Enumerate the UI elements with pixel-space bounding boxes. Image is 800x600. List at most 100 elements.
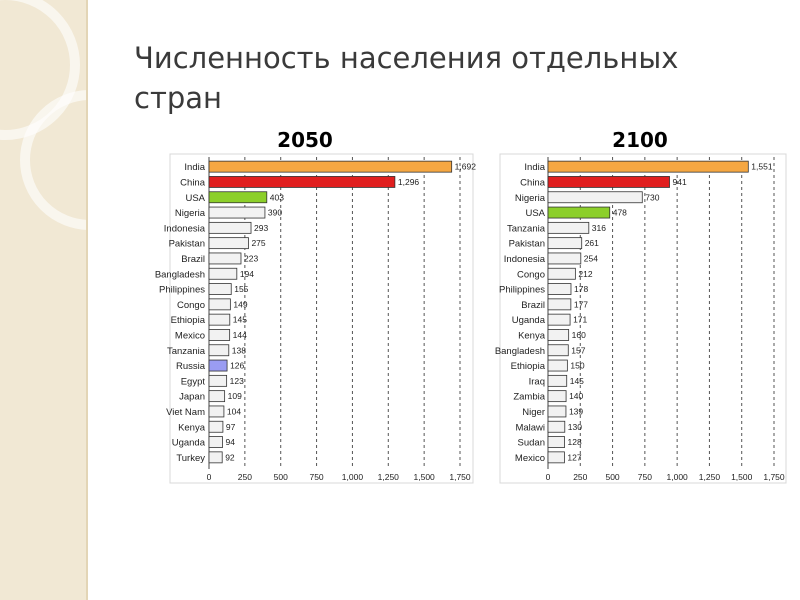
bar [547, 359, 568, 372]
category-label: USA [525, 208, 545, 219]
bar [547, 374, 568, 387]
bar [208, 191, 268, 204]
category-label: Pakistan [169, 239, 205, 250]
data-label: 1,692 [455, 162, 477, 172]
category-label: Mexico [175, 330, 205, 341]
category-label: Tanzania [507, 223, 546, 234]
data-label: 155 [234, 284, 248, 294]
x-tick-label: 0 [207, 472, 212, 482]
x-tick-label: 250 [238, 472, 252, 482]
bar [547, 283, 572, 295]
bar [547, 298, 572, 311]
category-label: Iraq [529, 376, 545, 387]
data-label: 138 [232, 345, 246, 355]
bar [208, 344, 230, 357]
data-label: 145 [570, 376, 584, 386]
category-label: Tanzania [167, 346, 206, 357]
bar [547, 252, 582, 265]
category-label: Nigeria [515, 193, 546, 204]
category-label: Uganda [512, 315, 546, 326]
data-label: 144 [233, 330, 247, 340]
data-label: 254 [584, 253, 598, 263]
x-tick-label: 1,250 [378, 472, 400, 482]
bar [547, 451, 565, 464]
bar [547, 206, 611, 219]
category-label: Pakistan [509, 239, 545, 250]
x-tick-label: 1,000 [667, 472, 689, 482]
bar [208, 298, 231, 311]
bar [547, 160, 749, 173]
category-label: Ethiopia [511, 361, 546, 372]
x-tick-label: 750 [638, 472, 652, 482]
category-label: China [180, 177, 206, 188]
x-tick-label: 1,500 [731, 472, 753, 482]
chart-2050-title: 2050 [277, 128, 333, 152]
data-label: 123 [230, 376, 244, 386]
slide-title: Численность населения отдельных стран [134, 41, 679, 115]
category-label: Philippines [159, 285, 205, 296]
data-label: 478 [613, 208, 627, 218]
category-label: Zambia [513, 392, 545, 403]
bar [208, 237, 249, 250]
data-label: 1,296 [398, 177, 420, 187]
x-tick-label: 1,500 [414, 472, 436, 482]
data-label: 127 [567, 452, 581, 462]
bar [547, 176, 670, 188]
data-label: 293 [254, 223, 268, 233]
bar [208, 436, 223, 448]
data-label: 140 [569, 391, 583, 401]
x-tick-label: 1,750 [449, 472, 471, 482]
data-label: 160 [572, 330, 586, 340]
data-label: 92 [225, 452, 235, 462]
bar [547, 420, 566, 433]
category-label: Indonesia [504, 254, 546, 265]
bar [547, 344, 569, 357]
category-label: Brazil [181, 254, 205, 265]
category-label: Malawi [515, 422, 545, 433]
category-label: Turkey [176, 453, 205, 464]
data-label: 194 [240, 269, 254, 279]
x-tick-label: 1,250 [699, 472, 721, 482]
bar [208, 390, 226, 403]
category-label: Mexico [515, 453, 545, 464]
bar [547, 436, 565, 448]
data-label: 94 [225, 437, 235, 447]
category-label: India [524, 162, 545, 173]
data-label: 212 [578, 269, 592, 279]
bar [208, 160, 453, 173]
category-label: Congo [177, 300, 205, 311]
category-label: China [520, 177, 546, 188]
bar [208, 451, 223, 464]
data-label: 730 [645, 192, 659, 202]
x-tick-label: 500 [274, 472, 288, 482]
data-label: 149 [233, 299, 247, 309]
bar [208, 420, 224, 433]
category-label: Kenya [518, 330, 546, 341]
x-tick-label: 250 [573, 472, 587, 482]
bar [547, 313, 571, 326]
category-label: Niger [522, 407, 545, 418]
data-label: 126 [230, 361, 244, 371]
decorative-side-strip [0, 0, 88, 600]
category-label: Bangladesh [155, 269, 205, 280]
data-label: 390 [268, 208, 282, 218]
data-label: 109 [228, 391, 242, 401]
category-label: Congo [517, 269, 545, 280]
chart-2100-title: 2100 [612, 128, 668, 152]
category-label: Sudan [518, 438, 545, 449]
data-label: 275 [251, 238, 265, 248]
x-tick-label: 500 [605, 472, 619, 482]
category-label: India [184, 162, 205, 173]
data-label: 128 [568, 437, 582, 447]
data-label: 139 [569, 406, 583, 416]
bar [547, 267, 576, 280]
category-label: Uganda [172, 438, 206, 449]
x-tick-label: 1,000 [342, 472, 364, 482]
bar [208, 176, 396, 188]
bar [547, 329, 570, 341]
category-label: USA [185, 193, 205, 204]
bar [208, 359, 228, 372]
data-label: 261 [585, 238, 599, 248]
data-label: 316 [592, 223, 606, 233]
